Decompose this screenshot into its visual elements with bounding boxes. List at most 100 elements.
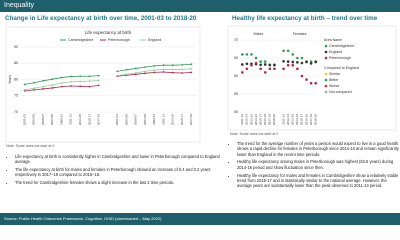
dot — [296, 56, 299, 60]
x-tick-label: 2012-14 — [286, 114, 290, 125]
marker — [97, 79, 100, 82]
marker — [88, 75, 91, 78]
footer: Source: Public Health Outcomes Framework… — [0, 213, 400, 225]
x-tick-label: 2015-17 — [87, 114, 91, 125]
legend-swatch — [324, 56, 328, 60]
x-tick-label: 2014-16 — [295, 114, 299, 125]
marker — [162, 68, 165, 71]
charts: 70 75 80 85 90 2001-03 2003-05 2005-07 2007-09 20… — [5, 25, 397, 143]
x-tick-label: 2016-18 — [304, 114, 308, 125]
y-tick-label: 80 — [14, 77, 18, 81]
dot — [250, 53, 253, 56]
dot — [259, 67, 262, 71]
marker — [70, 85, 72, 87]
note: Note: Scale does not start at 0 — [230, 132, 279, 136]
marker — [79, 80, 82, 83]
chart-frame — [227, 25, 397, 131]
x-tick-label: 2013-15 — [291, 114, 295, 125]
marker — [51, 87, 54, 89]
legend-swatch — [324, 84, 328, 88]
legend-label: Not compared — [329, 90, 352, 94]
dot — [273, 67, 276, 71]
marker — [60, 76, 63, 79]
legend-swatch — [324, 50, 328, 54]
marker — [32, 81, 35, 84]
x-tick-label: 2018-20 — [272, 114, 276, 125]
marker — [23, 89, 26, 91]
marker — [144, 72, 146, 75]
x-tick-label: 2005-07 — [134, 114, 138, 125]
marker — [134, 73, 137, 76]
legend-swatch — [324, 72, 328, 76]
dot — [282, 67, 285, 71]
legend-label: Cambridgeshire — [329, 44, 354, 48]
bullet: The trend for Cambridgeshire females sho… — [15, 180, 220, 185]
marker — [144, 70, 146, 73]
marker — [70, 75, 72, 78]
x-tick-label: 2018-20 — [314, 114, 318, 125]
dot — [309, 60, 313, 63]
panel-label: Females — [293, 32, 307, 36]
marker — [153, 69, 156, 71]
dot — [240, 53, 244, 56]
dot — [250, 63, 253, 67]
marker — [134, 72, 137, 74]
marker — [23, 83, 26, 86]
x-tick-label: 2009-11 — [59, 114, 63, 125]
x-tick-label: 2017-19 — [309, 114, 313, 125]
marker — [51, 78, 54, 81]
x-tick-label: 2015-17 — [180, 114, 184, 125]
x-tick-label: 2001-03 — [22, 114, 26, 125]
dot — [268, 63, 272, 67]
dot — [245, 62, 249, 66]
legend-swatch — [324, 90, 328, 94]
marker — [190, 67, 193, 70]
marker — [171, 68, 174, 71]
marker — [181, 68, 184, 71]
legend-title: Compared to England — [324, 66, 359, 70]
dot — [240, 71, 244, 74]
x-tick-label: 2005-07 — [41, 114, 45, 125]
marker — [97, 74, 100, 77]
dot — [263, 71, 267, 74]
y-tick-label: 55 — [234, 92, 238, 96]
marker — [70, 80, 72, 83]
marker — [88, 85, 91, 88]
chart-frame — [5, 26, 201, 143]
x-tick-label: 2014-16 — [254, 114, 258, 125]
x-tick-label: 2013-15 — [171, 114, 175, 125]
dot — [254, 56, 258, 60]
dot — [305, 78, 308, 81]
right-bullets: The trend for the average number of year… — [230, 141, 400, 191]
marker — [125, 68, 128, 71]
marker — [42, 79, 45, 82]
bullet: Life expectancy at birth is consistently… — [15, 154, 220, 165]
marker — [153, 71, 156, 74]
y-tick-label: 65 — [234, 56, 238, 60]
y-tick-label: 70 — [14, 110, 18, 114]
marker — [60, 85, 63, 88]
header: Inequality — [0, 0, 400, 12]
bullet: The trend for the average number of year… — [237, 141, 400, 157]
y-tick-label: 60 — [234, 74, 238, 78]
marker — [32, 89, 35, 91]
slide: Inequality Change in Life expectancy at … — [0, 0, 400, 225]
x-tick-label: 2011-13 — [281, 114, 285, 125]
right-title: Healthy life expectancy at birth – trend… — [232, 15, 378, 22]
dot — [286, 60, 290, 63]
y-tick-label: 50 — [234, 110, 238, 114]
marker — [171, 64, 174, 67]
y-tick-label: 75 — [14, 94, 18, 98]
marker — [79, 85, 82, 88]
dot — [286, 63, 290, 67]
bullet: The life expectancy at birth for males a… — [15, 167, 220, 178]
x-tick-label: 2003-05 — [124, 114, 128, 125]
marker — [190, 71, 193, 74]
legend-swatch — [324, 44, 328, 48]
bullet: Healthy life expectancy for males and fe… — [237, 173, 400, 189]
x-tick-label: 2003-05 — [32, 114, 36, 125]
dot — [259, 63, 262, 67]
dot — [314, 81, 318, 85]
dot — [291, 60, 295, 64]
dot — [309, 81, 313, 85]
